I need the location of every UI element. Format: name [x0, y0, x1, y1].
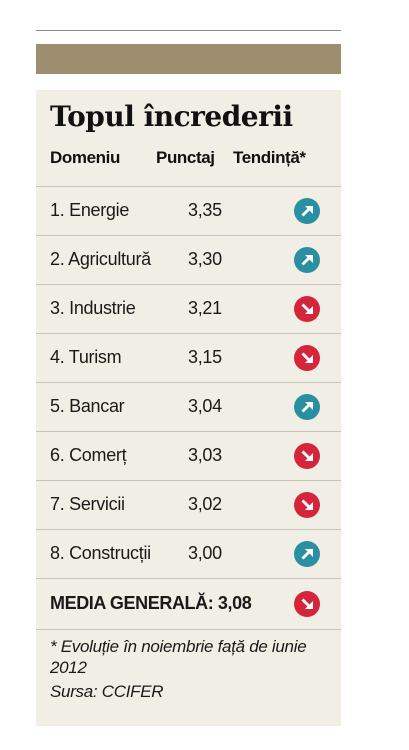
table-row: 6. Comerț 3,03	[36, 431, 341, 480]
arrow-down-right-icon	[294, 591, 320, 617]
domain-name: 7. Servicii	[50, 494, 125, 514]
arrow-up-right-icon	[294, 394, 320, 420]
header-band	[36, 44, 341, 74]
arrow-down-right-icon	[294, 492, 320, 518]
domain-score: 3,04	[188, 396, 222, 416]
domain-score: 3,35	[188, 200, 222, 220]
ranking-table: 1. Energie 3,35 2. Agricultură 3,30 3. I…	[36, 186, 341, 630]
domain-name: 3. Industrie	[50, 298, 136, 318]
arrow-down-right-icon	[294, 345, 320, 371]
table-row: 7. Servicii 3,02	[36, 480, 341, 529]
column-header-trend: Tendință*	[233, 148, 306, 167]
source-credit: Sursa: CCIFER	[50, 682, 164, 701]
domain-name: 6. Comerț	[50, 445, 127, 465]
table-row: 4. Turism 3,15	[36, 333, 341, 382]
domain-name: 2. Agricultură	[50, 249, 151, 269]
column-header-score: Punctaj	[156, 148, 215, 167]
arrow-up-right-icon	[294, 247, 320, 273]
page-title: Topul încrederii	[50, 100, 293, 133]
domain-score: 3,02	[188, 494, 222, 514]
domain-score: 3,30	[188, 249, 222, 269]
arrow-up-right-icon	[294, 541, 320, 567]
arrow-up-right-icon	[294, 198, 320, 224]
domain-name: 4. Turism	[50, 347, 122, 367]
domain-score: 3,00	[188, 543, 222, 563]
arrow-down-right-icon	[294, 443, 320, 469]
domain-score: 3,21	[188, 298, 222, 318]
domain-score: 3,15	[188, 347, 222, 367]
overall-average-label: MEDIA GENERALĂ: 3,08	[50, 593, 252, 613]
trust-ranking-card: Topul încrederii Domeniu Punctaj Tendinț…	[36, 90, 341, 726]
column-header-domain: Domeniu	[50, 148, 120, 167]
table-row: 3. Industrie 3,21	[36, 284, 341, 333]
domain-name: 1. Energie	[50, 200, 130, 220]
domain-name: 8. Construcții	[50, 543, 151, 563]
table-row: 2. Agricultură 3,30	[36, 235, 341, 284]
top-divider	[36, 30, 341, 31]
footnote: * Evoluție în noiembrie față de iunie 20…	[50, 637, 307, 677]
table-row: 1. Energie 3,35	[36, 186, 341, 235]
overall-average-row: MEDIA GENERALĂ: 3,08	[36, 578, 341, 630]
domain-score: 3,03	[188, 445, 222, 465]
domain-name: 5. Bancar	[50, 396, 125, 416]
table-row: 5. Bancar 3,04	[36, 382, 341, 431]
table-row: 8. Construcții 3,00	[36, 529, 341, 578]
arrow-down-right-icon	[294, 296, 320, 322]
